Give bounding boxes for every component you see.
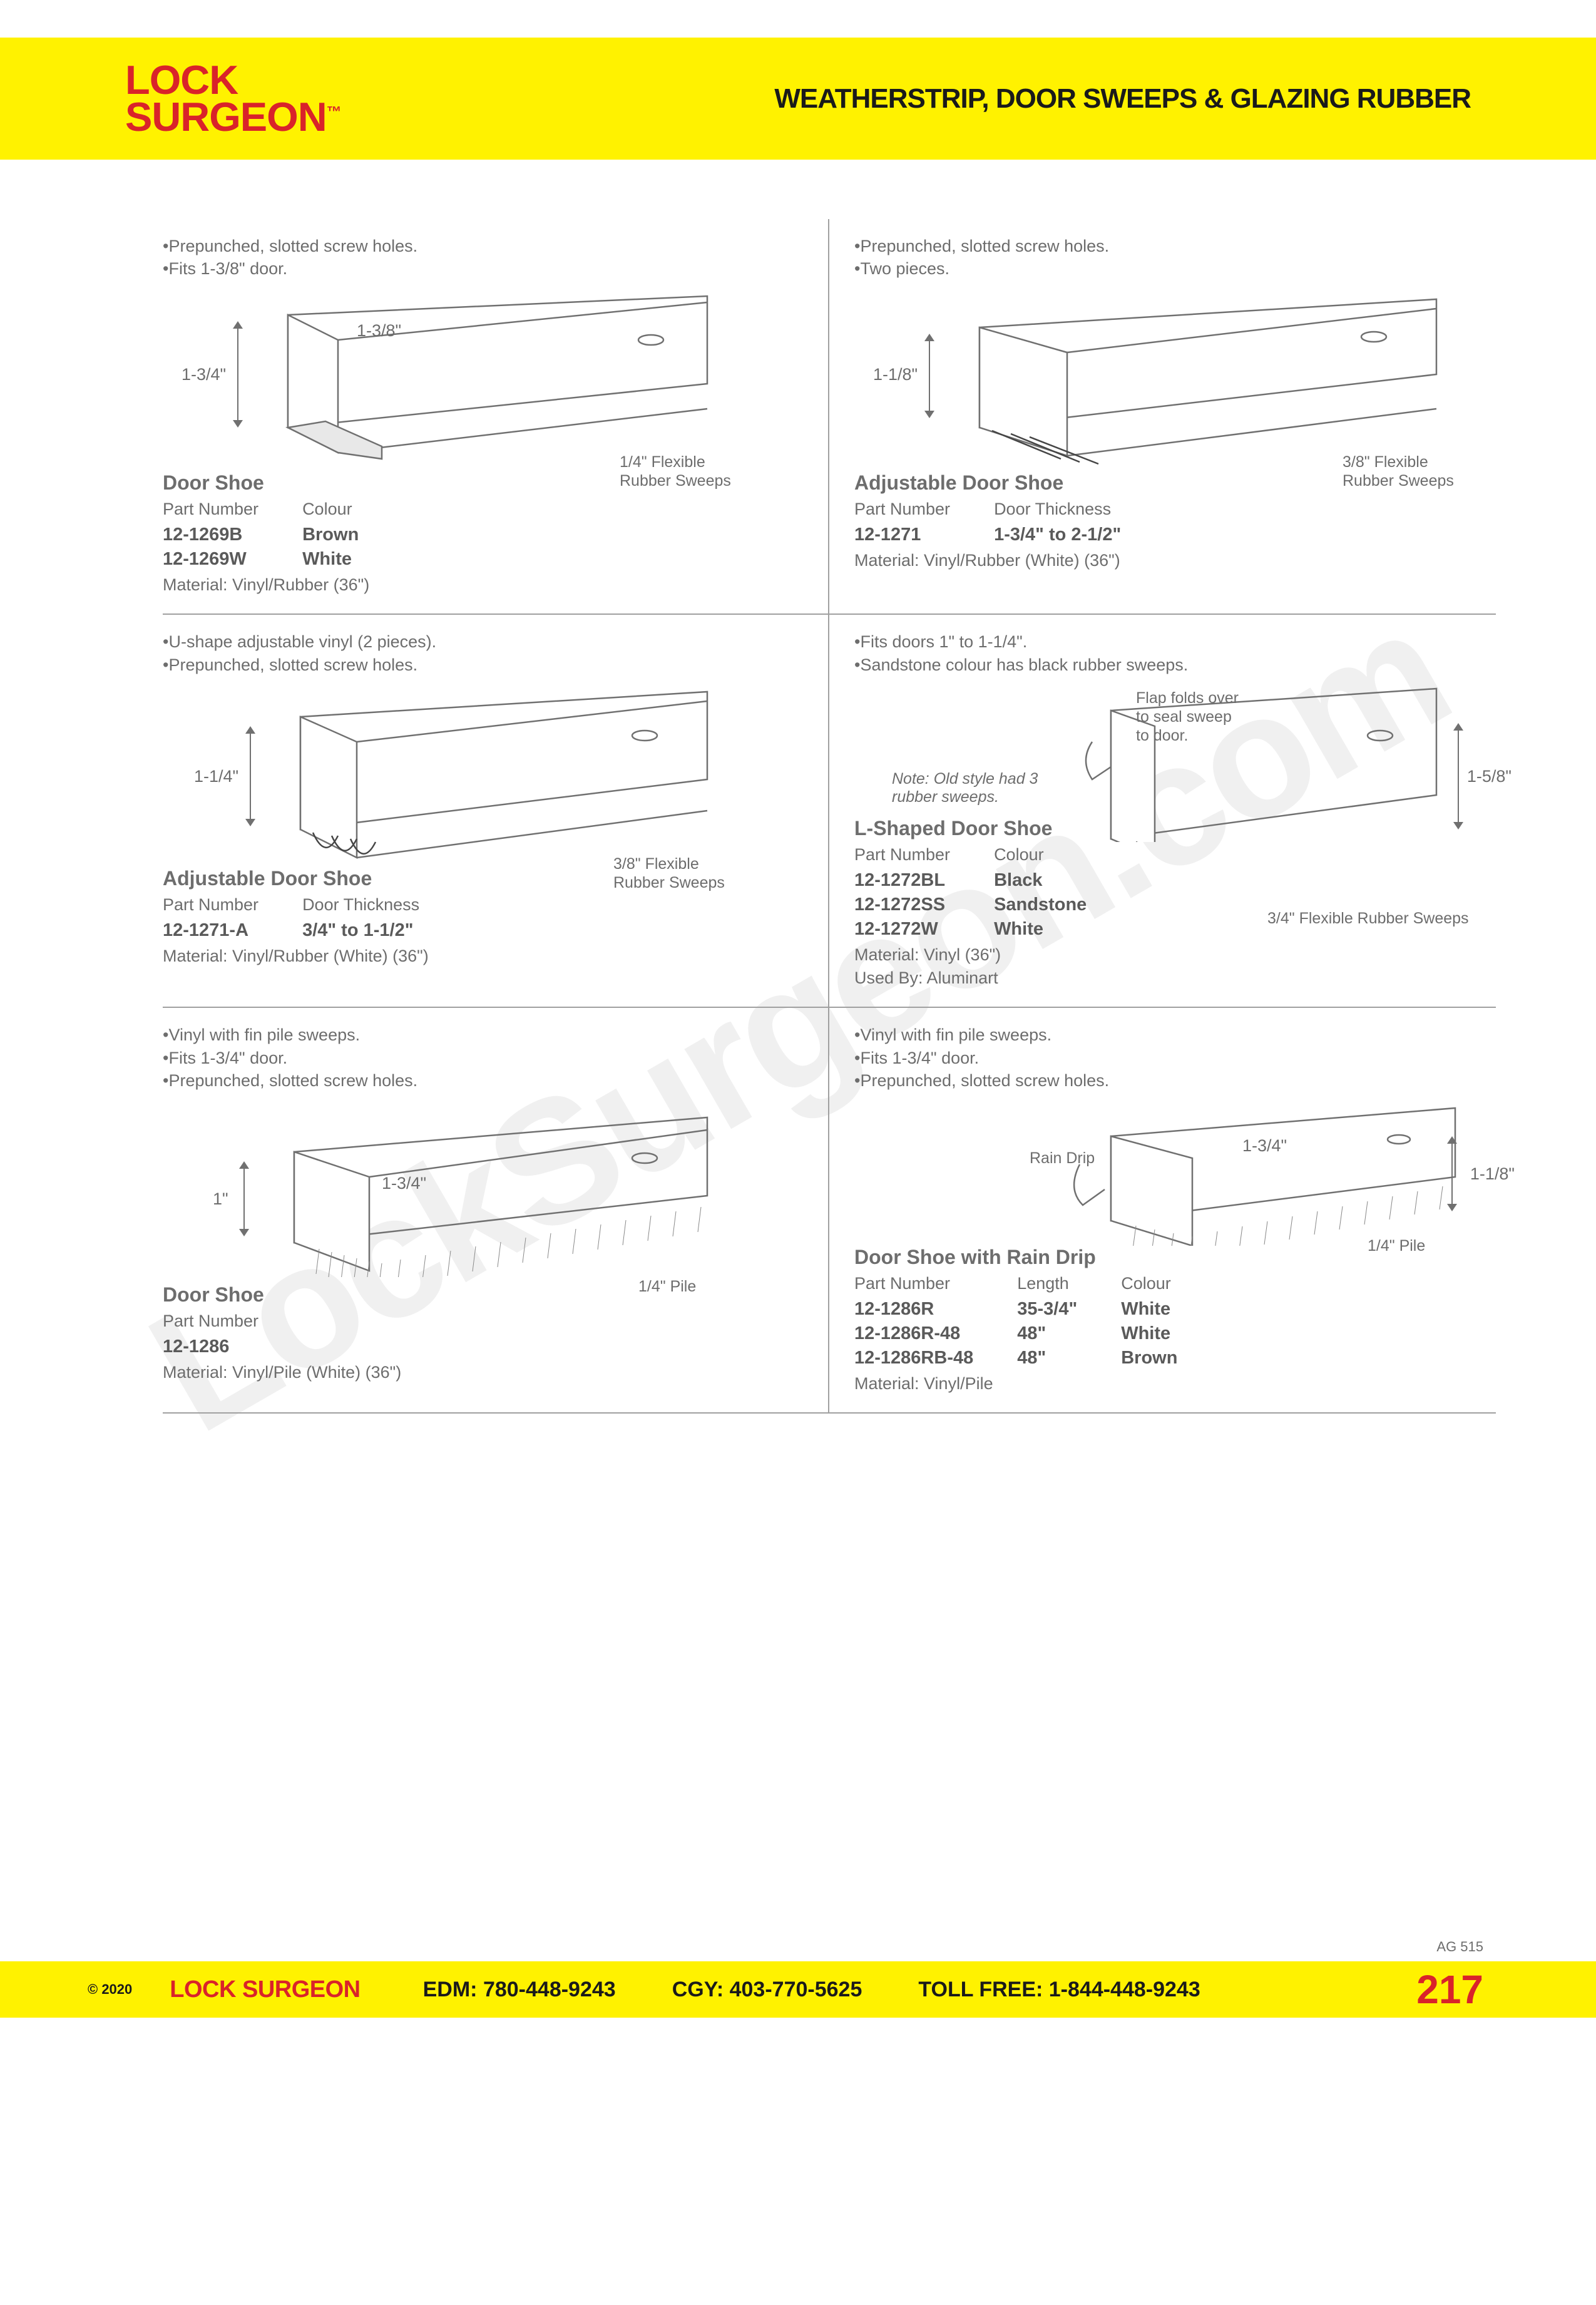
col-value: WhiteWhiteBrown bbox=[1121, 1297, 1177, 1370]
feature-bullets: •Prepunched, slotted screw holes.•Fits 1… bbox=[163, 235, 803, 280]
callout-text: 1/4" Pile bbox=[1368, 1236, 1425, 1255]
product-cell: •U-shape adjustable vinyl (2 pieces).•Pr… bbox=[163, 615, 829, 1008]
col-header: Colour bbox=[994, 845, 1087, 865]
footer-bar: © 2020 LOCK SURGEON EDM: 780-448-9243 CG… bbox=[0, 1961, 1596, 2018]
spec-columns: Part Number 12-1271 Door Thickness 1-3/4" … bbox=[854, 500, 1477, 547]
material-line: Material: Vinyl/Pile bbox=[854, 1374, 1477, 1394]
feature-bullets: •Fits doors 1" to 1-1/4".•Sandstone colo… bbox=[854, 630, 1477, 676]
product-cell: •Vinyl with fin pile sweeps.•Fits 1-3/4"… bbox=[163, 1008, 829, 1414]
feature-bullets: •U-shape adjustable vinyl (2 pieces).•Pr… bbox=[163, 630, 803, 676]
col-value: 12-1272BL12-1272SS12-1272W bbox=[854, 868, 950, 942]
col-value: 12-1286R12-1286R-4812-1286RB-48 bbox=[854, 1297, 973, 1370]
feature-bullets: •Prepunched, slotted screw holes.•Two pi… bbox=[854, 235, 1477, 280]
product-diagram: 1-1/8" 3/8" Flexible Rubber Sweeps bbox=[854, 290, 1477, 465]
footer-phone-edm: EDM: 780-448-9243 bbox=[423, 1978, 616, 2002]
col-header: Part Number bbox=[854, 500, 950, 519]
copyright: © 2020 bbox=[88, 1981, 132, 1998]
dim-width: 1-3/4" bbox=[1242, 1136, 1287, 1156]
product-title: Door Shoe bbox=[163, 1283, 803, 1307]
callout-text: 1/4" Flexible Rubber Sweeps bbox=[620, 453, 731, 490]
product-diagram: 1-1/4" 3/8" Flexible Rubber Sweeps bbox=[163, 685, 803, 861]
col-value: 12-1271 bbox=[854, 523, 950, 547]
feature-bullets: •Vinyl with fin pile sweeps.•Fits 1-3/4"… bbox=[163, 1024, 803, 1092]
page-title: WEATHERSTRIP, DOOR SWEEPS & GLAZING RUBB… bbox=[774, 83, 1471, 115]
product-cell: •Prepunched, slotted screw holes.•Fits 1… bbox=[163, 219, 829, 615]
spec-columns: Part Number 12-1286R12-1286R-4812-1286RB-… bbox=[854, 1274, 1477, 1370]
dim-height: 1-1/8" bbox=[1470, 1164, 1515, 1184]
material-line: Material: Vinyl/Rubber (36") bbox=[163, 575, 803, 595]
callout-text: 3/4" Flexible Rubber Sweeps bbox=[1267, 909, 1469, 928]
col-value: 12-1286 bbox=[163, 1335, 258, 1359]
col-header: Part Number bbox=[854, 845, 950, 865]
col-header: Colour bbox=[302, 500, 359, 519]
catalog-content: •Prepunched, slotted screw holes.•Fits 1… bbox=[163, 219, 1496, 1414]
dim-height: 1-1/8" bbox=[873, 365, 918, 384]
brand-logo: LOCK SURGEON™ bbox=[125, 62, 341, 135]
col-header: Part Number bbox=[163, 1312, 258, 1331]
logo-line-2: SURGEON™ bbox=[125, 99, 341, 136]
used-by-line: Used By: Aluminart bbox=[854, 968, 1477, 988]
product-cell: •Fits doors 1" to 1-1/4".•Sandstone colo… bbox=[829, 615, 1496, 1008]
col-header: Door Thickness bbox=[994, 500, 1121, 519]
dim-height: 1-3/4" bbox=[182, 365, 226, 384]
product-diagram: 1-3/4" 1-3/8" 1/4" Flexible Rubber Sweep… bbox=[163, 290, 803, 465]
col-value: 35-3/4"48"48" bbox=[1017, 1297, 1077, 1370]
dim-width: 1-3/4" bbox=[382, 1174, 426, 1193]
product-diagram: Rain Drip 1-3/4" 1-1/8" 1/4" Pile bbox=[854, 1102, 1477, 1240]
product-cell: •Prepunched, slotted screw holes.•Two pi… bbox=[829, 219, 1496, 615]
footer-phone-toll: TOLL FREE: 1-844-448-9243 bbox=[918, 1978, 1200, 2002]
spec-columns: Part Number 12-1286 bbox=[163, 1312, 803, 1359]
page-number: 217 bbox=[1416, 1966, 1483, 2013]
col-header: Part Number bbox=[163, 500, 258, 519]
dim-width: 1-3/8" bbox=[357, 321, 401, 341]
product-diagram: 1" 1-3/4" 1/4" Pile bbox=[163, 1102, 803, 1277]
callout-text: 3/8" Flexible Rubber Sweeps bbox=[613, 855, 725, 892]
callout-text: Flap folds over to seal sweep to door. bbox=[1136, 689, 1239, 745]
dim-height: 1" bbox=[213, 1189, 228, 1209]
callout-text: 3/8" Flexible Rubber Sweeps bbox=[1343, 453, 1454, 490]
material-line: Material: Vinyl (36") bbox=[854, 945, 1477, 965]
footer-brand: LOCK SURGEON bbox=[170, 1976, 360, 2003]
col-header: Part Number bbox=[163, 895, 258, 915]
callout-text: 1/4" Pile bbox=[638, 1277, 696, 1296]
callout-rain-drip: Rain Drip bbox=[1030, 1149, 1095, 1168]
spec-columns: Part Number 12-1269B12-1269W Colour BrownW… bbox=[163, 500, 803, 572]
col-header: Colour bbox=[1121, 1274, 1177, 1293]
col-value: BrownWhite bbox=[302, 523, 359, 572]
col-value: 12-1271-A bbox=[163, 918, 258, 943]
material-line: Material: Vinyl/Rubber (White) (36") bbox=[854, 551, 1477, 570]
spec-columns: Part Number 12-1271-A Door Thickness 3/4" … bbox=[163, 895, 803, 943]
col-value: 12-1269B12-1269W bbox=[163, 523, 258, 572]
material-line: Material: Vinyl/Pile (White) (36") bbox=[163, 1363, 803, 1382]
material-line: Material: Vinyl/Rubber (White) (36") bbox=[163, 947, 803, 966]
note-text: Note: Old style had 3 rubber sweeps. bbox=[892, 770, 1038, 806]
dim-height: 1-5/8" bbox=[1467, 767, 1512, 786]
footer-phone-cgy: CGY: 403-770-5625 bbox=[672, 1978, 862, 2002]
ag-code: AG 515 bbox=[1436, 1939, 1483, 1955]
col-header: Door Thickness bbox=[302, 895, 419, 915]
product-grid: •Prepunched, slotted screw holes.•Fits 1… bbox=[163, 219, 1496, 1414]
feature-bullets: •Vinyl with fin pile sweeps.•Fits 1-3/4"… bbox=[854, 1024, 1477, 1092]
col-value: BlackSandstoneWhite bbox=[994, 868, 1087, 942]
col-header: Length bbox=[1017, 1274, 1077, 1293]
product-cell: •Vinyl with fin pile sweeps.•Fits 1-3/4"… bbox=[829, 1008, 1496, 1414]
product-diagram: Flap folds over to seal sweep to door. N… bbox=[854, 685, 1477, 811]
col-header: Part Number bbox=[854, 1274, 973, 1293]
col-value: 1-3/4" to 2-1/2" bbox=[994, 523, 1121, 547]
header-bar: LOCK SURGEON™ WEATHERSTRIP, DOOR SWEEPS … bbox=[0, 38, 1596, 160]
col-value: 3/4" to 1-1/2" bbox=[302, 918, 419, 943]
dim-height: 1-1/4" bbox=[194, 767, 238, 786]
